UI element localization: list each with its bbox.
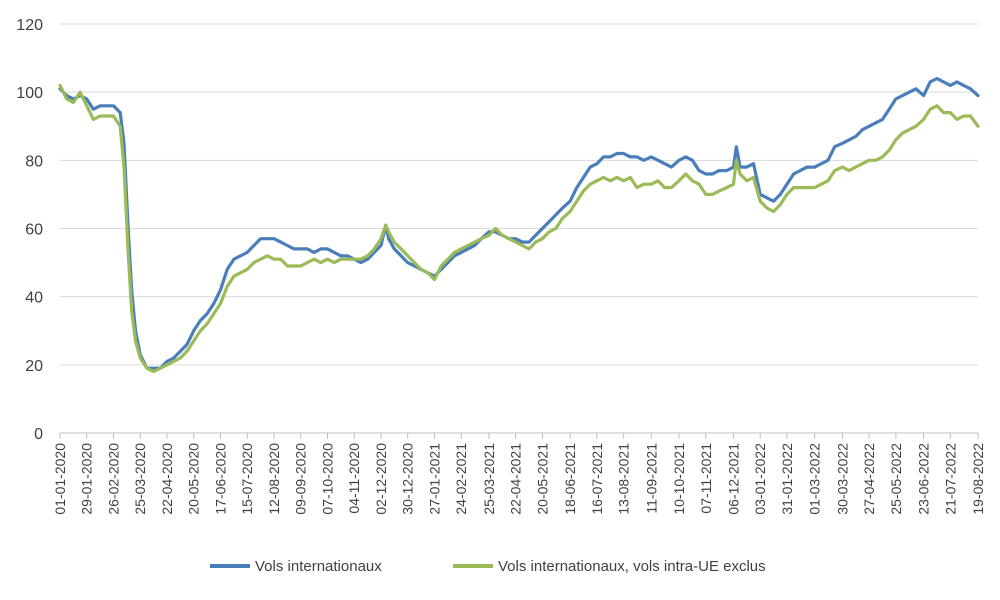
x-tick-label: 13-08-2021	[616, 443, 632, 515]
x-tick-label: 25-05-2022	[888, 443, 904, 515]
axes: 0 20 40 60 80 100 120 01-01-2020 29-01-2020 26-02…	[16, 17, 986, 515]
y-tick-label: 80	[25, 153, 43, 170]
x-tick-label: 31-01-2022	[779, 443, 795, 515]
x-tick-label: 19-08-2022	[970, 443, 986, 515]
series-line-1	[58, 83, 980, 374]
x-tick-label: 26-02-2020	[105, 443, 121, 515]
x-tick-label: 07-10-2020	[319, 443, 335, 515]
y-tick-label: 0	[34, 426, 43, 443]
gridlines	[60, 23, 978, 366]
legend: Vols internationaux Vols internationaux,…	[210, 558, 766, 575]
x-tick-label: 09-09-2020	[293, 443, 309, 515]
x-tick-label: 27-04-2022	[861, 443, 877, 515]
legend-label-vols-hors-ue: Vols internationaux, vols intra-UE exclu…	[498, 558, 766, 575]
x-tick-label: 12-08-2020	[266, 443, 282, 515]
x-tick-label: 30-12-2020	[400, 443, 416, 515]
x-tick-label: 21-07-2022	[942, 443, 958, 515]
x-tick-label: 22-04-2020	[159, 443, 175, 515]
x-tick-label: 01-03-2022	[807, 443, 823, 515]
x-tick-label: 18-06-2021	[562, 443, 578, 515]
x-tick-label: 25-03-2020	[132, 443, 148, 515]
x-tick-label: 30-03-2022	[834, 443, 850, 515]
x-tick-label: 25-03-2021	[481, 443, 497, 515]
x-tick-label: 06-12-2021	[725, 443, 741, 515]
series-lines	[58, 76, 980, 374]
x-tick-label: 24-02-2021	[453, 443, 469, 515]
x-tick-label: 23-06-2022	[916, 443, 932, 515]
x-tick-label: 11-09-2021	[643, 443, 659, 514]
y-tick-label: 120	[16, 17, 43, 34]
y-tick-label: 40	[25, 290, 43, 307]
y-tick-label: 60	[25, 222, 43, 239]
legend-label-vols-internationaux: Vols internationaux	[255, 558, 382, 575]
y-tick-label: 20	[25, 358, 43, 375]
y-tick-label: 100	[16, 85, 43, 102]
x-tick-label: 04-11-2020	[346, 443, 362, 514]
x-tick-label: 07-11-2021	[698, 443, 714, 514]
x-tick-label: 01-01-2020	[52, 443, 68, 515]
x-tick-label: 15-07-2020	[239, 443, 255, 515]
x-tick-label: 17-06-2020	[212, 443, 228, 515]
series-line-0	[58, 76, 980, 370]
x-tick-label: 03-01-2022	[752, 443, 768, 515]
x-tick-label: 20-05-2021	[534, 443, 550, 515]
x-tick-label: 20-05-2020	[186, 443, 202, 515]
x-tick-label: 22-04-2021	[508, 443, 524, 515]
x-tick-label: 16-07-2021	[589, 443, 605, 515]
x-tick-label: 02-12-2020	[373, 443, 389, 515]
x-tick-label: 29-01-2020	[79, 443, 95, 515]
x-tick-label: 10-10-2021	[671, 443, 687, 515]
x-tick-label: 27-01-2021	[426, 443, 442, 515]
